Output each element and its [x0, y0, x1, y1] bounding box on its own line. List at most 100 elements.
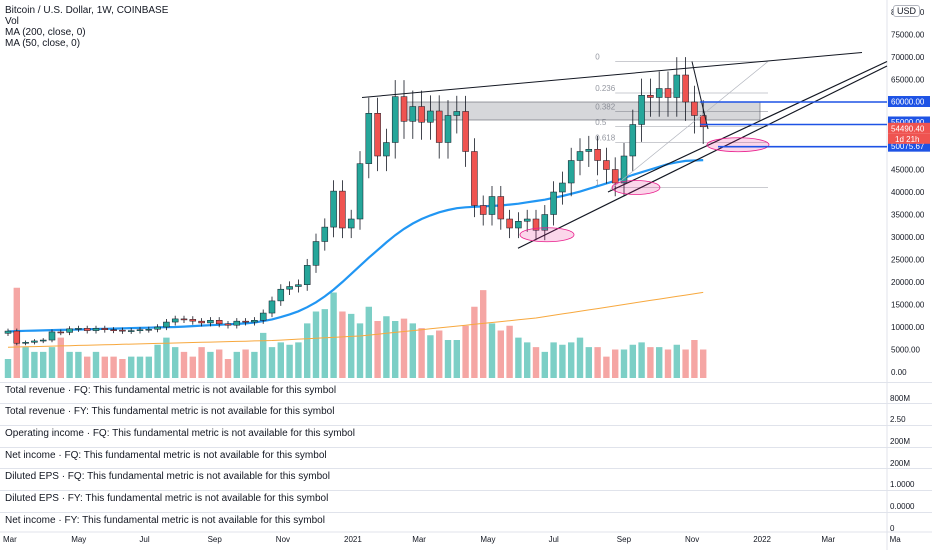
- volume-bar: [453, 340, 460, 378]
- candle-body: [585, 149, 593, 152]
- volume-bar: [638, 342, 645, 378]
- candle-body: [31, 340, 38, 343]
- candle-body: [391, 96, 399, 143]
- pane-separator[interactable]: [0, 425, 932, 426]
- fib-swing-line: [691, 61, 709, 130]
- volume-bar: [136, 356, 144, 378]
- x-tick-label: 2021: [344, 535, 362, 544]
- fib-level-label: 1: [595, 179, 600, 188]
- volume-bar: [436, 330, 443, 378]
- support-trendline: [517, 65, 888, 249]
- candle-body: [259, 312, 267, 321]
- candle-body: [339, 190, 346, 229]
- support-trendline-2: [607, 60, 888, 193]
- candle-body: [444, 115, 452, 143]
- volume-bar: [339, 311, 346, 378]
- chart-legend: Bitcoin / U.S. Dollar, 1W, COINBASE Vol …: [5, 5, 168, 49]
- countdown-bg: [888, 133, 930, 144]
- pane-separator[interactable]: [0, 447, 932, 448]
- candle-body: [189, 319, 197, 322]
- candle-body: [506, 218, 513, 229]
- candle-body: [145, 329, 153, 331]
- fib-diagonal: [609, 61, 769, 191]
- volume-bar: [585, 347, 592, 378]
- x-tick-label: 2022: [753, 535, 771, 544]
- candle-body: [497, 196, 505, 220]
- volume-bar: [66, 351, 73, 378]
- candle-body: [365, 113, 373, 164]
- volume-bar: [242, 349, 249, 378]
- volume-bar: [128, 356, 135, 378]
- candle-body: [277, 288, 285, 302]
- fib-level-label: 0.5: [595, 118, 607, 127]
- volume-bar: [524, 342, 531, 378]
- volume-bar: [198, 347, 205, 378]
- ma200-line: [7, 291, 704, 348]
- candle-body: [251, 320, 258, 323]
- candle-body: [233, 320, 241, 326]
- volume-bar: [4, 359, 12, 378]
- volume-bar: [664, 349, 672, 378]
- x-tick-label: Jul: [549, 535, 559, 544]
- y-tick-label: 75000.00: [891, 31, 925, 40]
- candle-body: [92, 328, 100, 331]
- candle-body: [198, 320, 205, 324]
- candle-body: [286, 286, 293, 290]
- y-tick-label: 15000.00: [891, 301, 925, 310]
- candle-body: [567, 160, 575, 184]
- price-label-bg: [888, 96, 930, 107]
- x-tick-label: Nov: [685, 535, 699, 544]
- candle-body: [163, 321, 170, 328]
- pane-separator[interactable]: [0, 468, 932, 469]
- candle-body: [488, 196, 496, 215]
- volume-bar: [348, 313, 355, 378]
- candle-body: [48, 331, 56, 341]
- volume-bar: [656, 347, 663, 378]
- volume-bar: [172, 347, 179, 378]
- pane-separator[interactable]: [0, 382, 932, 383]
- indicator-scale-label: 2.50: [890, 415, 906, 424]
- candle-body: [83, 328, 91, 331]
- volume-bar: [374, 321, 381, 378]
- volume-bar: [189, 356, 196, 378]
- volume-bar: [163, 337, 170, 378]
- candle-body: [479, 205, 487, 215]
- y-tick-label: 0.00: [891, 368, 907, 377]
- volume-bar: [400, 318, 408, 378]
- candle-body: [682, 74, 689, 103]
- indicator-scale-label: 0: [890, 524, 895, 533]
- candle-body: [435, 110, 443, 143]
- candle-body: [664, 88, 672, 98]
- candle-body: [215, 320, 223, 325]
- indicator-scale-label: 800M: [890, 394, 911, 403]
- pane-separator[interactable]: [0, 490, 932, 491]
- highlight-ellipse: [611, 180, 661, 195]
- currency-badge[interactable]: USD: [892, 5, 920, 17]
- price-label: 60000.00: [891, 98, 925, 107]
- candle-body: [400, 96, 408, 122]
- volume-bar: [207, 351, 214, 378]
- candle-body: [330, 190, 337, 228]
- volume-bar: [392, 321, 399, 378]
- candle-body: [638, 95, 645, 125]
- volume-bar: [691, 340, 698, 378]
- y-tick-label: 65000.00: [891, 76, 925, 85]
- candle-body: [295, 284, 302, 287]
- candle-body: [75, 328, 82, 330]
- y-tick-label: 30000.00: [891, 233, 925, 242]
- candle-body: [207, 320, 214, 324]
- candle-body: [356, 163, 364, 220]
- volume-bar: [330, 292, 337, 378]
- volume-bar: [506, 325, 513, 378]
- pane-separator[interactable]: [0, 512, 932, 513]
- y-tick-label: 10000.00: [891, 323, 925, 332]
- fib-level-label: 0.618: [595, 134, 616, 143]
- volume-bar: [268, 347, 276, 378]
- y-tick-label: 40000.00: [891, 188, 925, 197]
- pane-separator[interactable]: [0, 403, 932, 404]
- candle-body: [532, 218, 540, 231]
- volume-bar: [365, 306, 372, 378]
- indicator-scale-label: 200M: [890, 437, 911, 446]
- y-tick-label: 25000.00: [891, 256, 925, 265]
